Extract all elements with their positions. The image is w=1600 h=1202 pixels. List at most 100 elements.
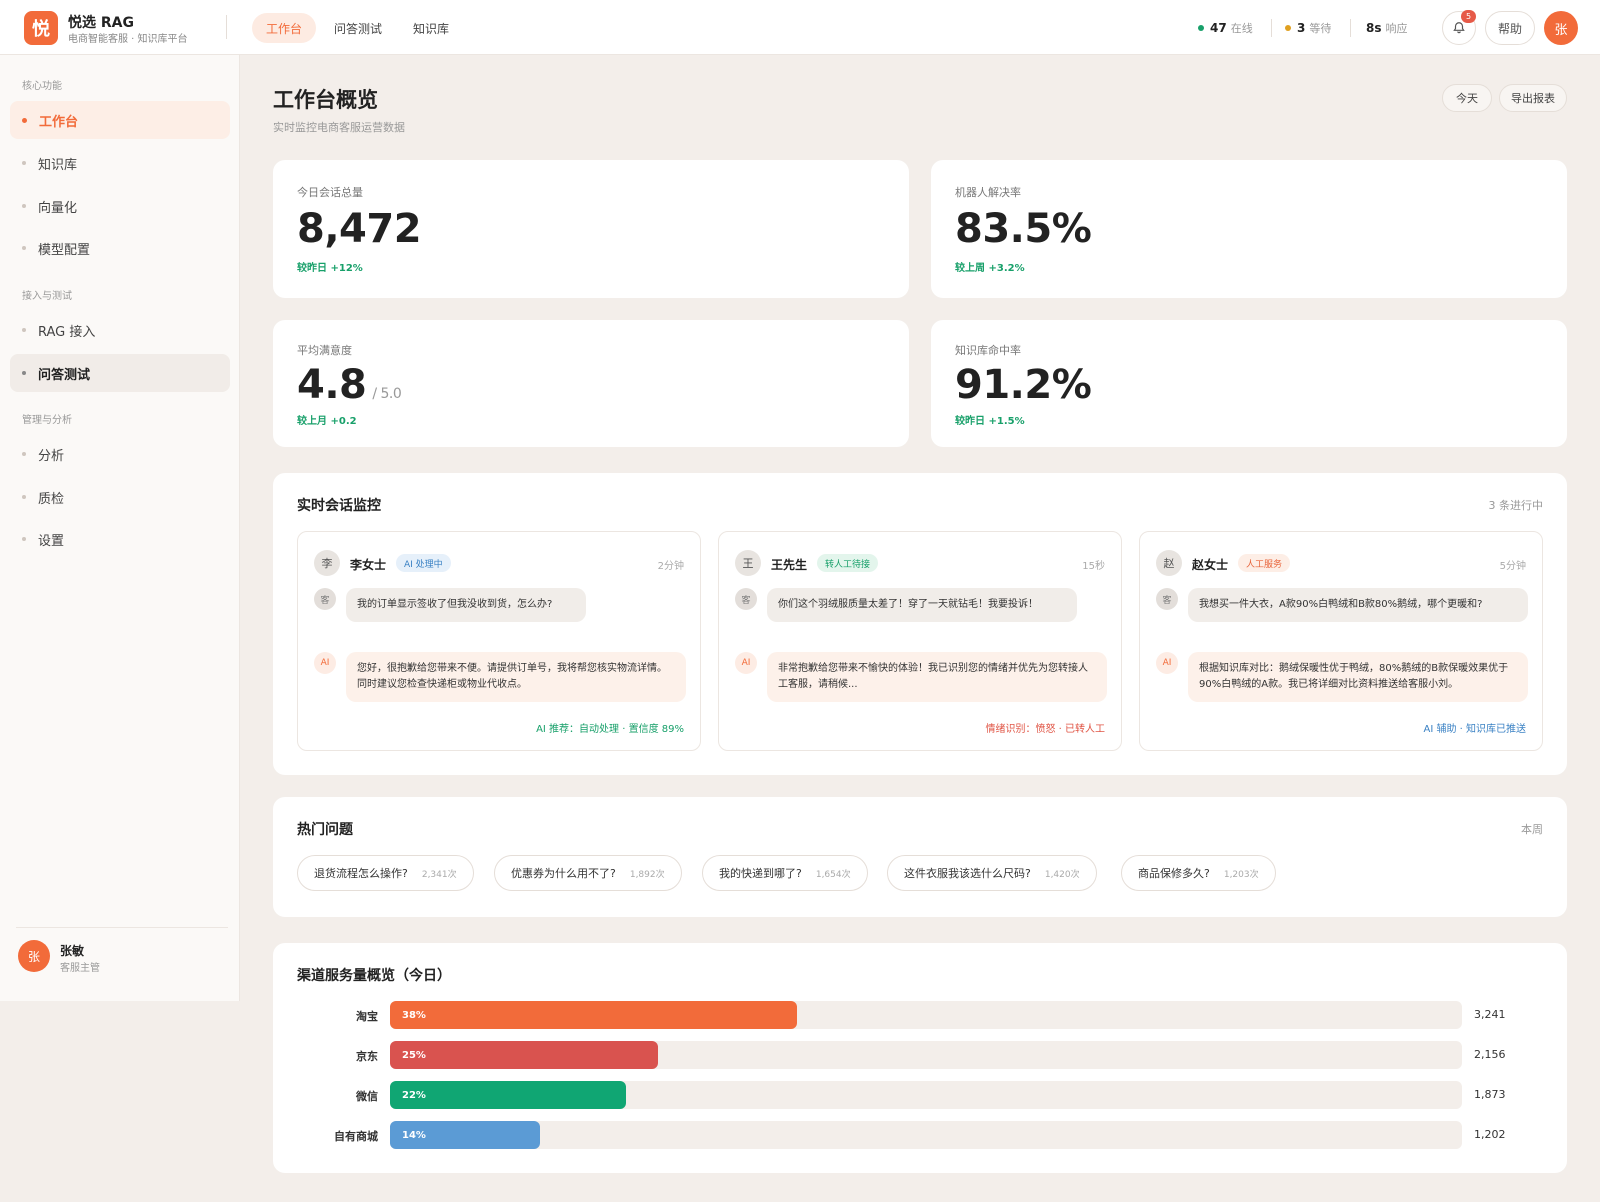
- status-badge: 转人工待接: [817, 554, 879, 572]
- channel-volume-panel: 渠道服务量概览（今日） 淘宝 38% 3,241 京东 25% 2,156 微信 22% 1,8…: [273, 943, 1567, 1173]
- kpi-label: 机器人解决率: [955, 186, 1021, 199]
- sidebar-item-analytics[interactable]: 分析: [10, 435, 230, 473]
- customer-tag: 客: [1156, 588, 1178, 610]
- tab-knowledge-base[interactable]: 知识库: [413, 21, 450, 36]
- chip-label: 退货流程怎么操作?: [314, 867, 408, 880]
- sidebar-item-label: 设置: [38, 533, 65, 549]
- sidebar-item-workbench[interactable]: 工作台: [10, 101, 230, 139]
- channel-bar-fill: 22%: [390, 1081, 626, 1109]
- sidebar-group-manage: 管理与分析: [22, 415, 72, 426]
- sidebar-item-qa-test[interactable]: 问答测试: [10, 354, 230, 392]
- page-subtitle: 实时监控电商客服运营数据: [273, 121, 405, 134]
- sidebar-item-label: 分析: [38, 448, 65, 464]
- ai-message: 非常抱歉给您带来不愉快的体验！我已识别您的情绪并优先为您转接人工客服，请稍候..…: [767, 652, 1107, 702]
- sidebar: 核心功能 工作台 知识库 向量化 模型配置 接入与测试 RAG 接入 问答测试 …: [0, 55, 240, 1001]
- channel-bar-track: 22%: [390, 1081, 1462, 1109]
- sidebar-item-label: 知识库: [38, 157, 78, 173]
- today-button[interactable]: 今天: [1442, 84, 1492, 112]
- sidebar-user-avatar[interactable]: 张: [18, 940, 50, 972]
- tab-qa-test[interactable]: 问答测试: [334, 21, 383, 36]
- customer-tag: 客: [314, 588, 336, 610]
- sidebar-item-model-config[interactable]: 模型配置: [10, 229, 230, 267]
- top-header: 悦 悦选 RAG 电商智能客服 · 知识库平台 工作台 问答测试 知识库 47 …: [0, 0, 1600, 55]
- customer-avatar: 赵: [1156, 550, 1182, 576]
- ai-tag: AI: [314, 652, 336, 674]
- kpi-card-hit-rate: 知识库命中率 91.2% 较昨日 +1.5%: [931, 320, 1567, 447]
- kpi-change: 较上月 +0.2: [297, 416, 357, 427]
- export-report-button[interactable]: 导出报表: [1499, 84, 1567, 112]
- response-label: 响应: [1385, 22, 1408, 35]
- hot-question-chip[interactable]: 优惠券为什么用不了? 1,892次: [494, 855, 682, 891]
- customer-name: 赵女士: [1192, 558, 1229, 572]
- channel-value: 1,873: [1474, 1088, 1506, 1101]
- chip-count: 1,420次: [1044, 869, 1080, 880]
- channel-bar-fill: 38%: [390, 1001, 797, 1029]
- bell-icon: [1453, 22, 1465, 34]
- hot-question-chip[interactable]: 商品保修多久? 1,203次: [1121, 855, 1276, 891]
- sidebar-item-rag-access[interactable]: RAG 接入: [10, 311, 230, 349]
- sidebar-item-label: 工作台: [39, 114, 79, 130]
- channel-label: 京东: [356, 1050, 378, 1063]
- help-button[interactable]: 帮助: [1485, 11, 1535, 45]
- customer-name: 王先生: [771, 558, 808, 572]
- conversation-card[interactable]: 李 李女士 AI 处理中 2分钟 客 我的订单显示签收了但我没收到货，怎么办? …: [297, 531, 701, 751]
- brand-subtitle: 电商智能客服 · 知识库平台: [68, 34, 188, 45]
- sidebar-item-settings[interactable]: 设置: [10, 520, 230, 558]
- chip-count: 2,341次: [421, 869, 457, 880]
- chip-count: 1,203次: [1223, 869, 1259, 880]
- conversation-footer: AI 推荐：自动处理 · 置信度 89%: [536, 724, 684, 735]
- status-waiting: 3 等待: [1285, 20, 1331, 36]
- status-online: 47 在线: [1198, 20, 1253, 36]
- channel-label: 自有商城: [334, 1130, 378, 1143]
- conversation-time: 15秒: [1082, 561, 1105, 572]
- chip-label: 优惠券为什么用不了?: [511, 867, 616, 880]
- section-title: 实时会话监控: [297, 498, 381, 514]
- sidebar-item-vectorize[interactable]: 向量化: [10, 187, 230, 225]
- conversation-time: 5分钟: [1499, 561, 1526, 572]
- conversation-time: 2分钟: [657, 561, 684, 572]
- notification-button[interactable]: [1442, 11, 1476, 45]
- customer-message: 我想买一件大衣，A款90%白鸭绒和B款80%鹅绒，哪个更暖和?: [1188, 588, 1528, 622]
- tab-workbench[interactable]: 工作台: [252, 13, 317, 43]
- hot-questions-panel: 热门问题 本周 退货流程怎么操作? 2,341次 优惠券为什么用不了? 1,892次…: [273, 797, 1567, 917]
- section-meta: 本周: [1521, 823, 1543, 836]
- customer-avatar: 王: [735, 550, 761, 576]
- sidebar-user-name: 张敏: [60, 944, 85, 958]
- conversation-card[interactable]: 王 王先生 转人工待接 15秒 客 你们这个羽绒服质量太差了！穿了一天就钻毛！我…: [718, 531, 1122, 751]
- kpi-value: 8,472: [297, 206, 422, 252]
- response-time: 8s: [1366, 21, 1382, 35]
- ai-tag: AI: [735, 652, 757, 674]
- sidebar-item-label: 向量化: [38, 200, 78, 216]
- brand-name: 悦选 RAG: [68, 15, 134, 31]
- sidebar-item-label: RAG 接入: [38, 324, 96, 340]
- hot-question-chip[interactable]: 退货流程怎么操作? 2,341次: [297, 855, 474, 891]
- sidebar-item-knowledge[interactable]: 知识库: [10, 144, 230, 182]
- sidebar-item-label: 质检: [38, 491, 65, 507]
- ai-message: 根据知识库对比：鹅绒保暖性优于鸭绒，80%鹅绒的B款保暖效果优于90%白鸭绒的A…: [1188, 652, 1528, 702]
- ai-message: 您好，很抱歉给您带来不便。请提供订单号，我将帮您核实物流详情。同时建议您检查快递…: [346, 652, 686, 702]
- channel-bar-track: 25%: [390, 1041, 1462, 1069]
- sidebar-divider: [16, 927, 228, 928]
- channel-bar-track: 14%: [390, 1121, 1462, 1149]
- waiting-dot-icon: [1285, 25, 1291, 31]
- hot-question-chip[interactable]: 这件衣服我该选什么尺码? 1,420次: [887, 855, 1097, 891]
- kpi-value-unit: / 5.0: [372, 386, 402, 402]
- chip-label: 商品保修多久?: [1138, 867, 1210, 880]
- page-title: 工作台概览: [273, 88, 378, 112]
- hot-question-chip[interactable]: 我的快递到哪了? 1,654次: [702, 855, 868, 891]
- sidebar-item-label: 模型配置: [38, 242, 91, 258]
- user-avatar[interactable]: 张: [1544, 11, 1578, 45]
- conversation-card[interactable]: 赵 赵女士 人工服务 5分钟 客 我想买一件大衣，A款90%白鸭绒和B款80%鹅…: [1139, 531, 1543, 751]
- status-badge: 人工服务: [1238, 554, 1291, 572]
- online-dot-icon: [1198, 25, 1204, 31]
- customer-message: 我的订单显示签收了但我没收到货，怎么办?: [346, 588, 586, 622]
- sidebar-user-role: 客服主管: [60, 963, 100, 974]
- waiting-label: 等待: [1309, 22, 1332, 35]
- customer-message: 你们这个羽绒服质量太差了！穿了一天就钻毛！我要投诉！: [767, 588, 1077, 622]
- ai-tag: AI: [1156, 652, 1178, 674]
- sidebar-item-quality[interactable]: 质检: [10, 478, 230, 516]
- live-monitor-panel: 实时会话监控 3 条进行中 李 李女士 AI 处理中 2分钟 客 我的订单显示签…: [273, 473, 1567, 775]
- chip-count: 1,654次: [815, 869, 851, 880]
- kpi-change: 较昨日 +12%: [297, 263, 363, 274]
- chip-label: 我的快递到哪了?: [719, 867, 802, 880]
